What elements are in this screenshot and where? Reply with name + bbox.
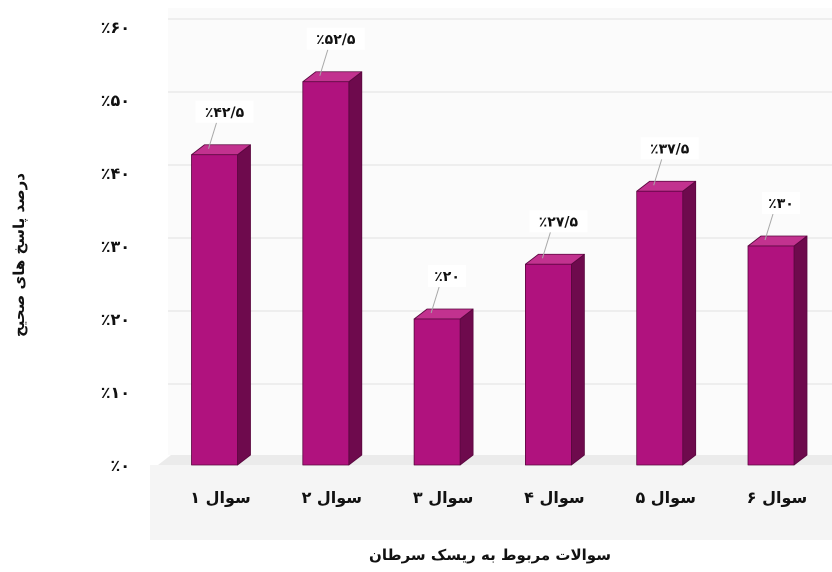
data-label-box [762,192,800,214]
bar-side [793,235,808,466]
gridlines [168,18,832,385]
x-tick-label: سوال ۲ [302,488,362,507]
x-tick-label: سوال ۵ [635,488,695,507]
bar [525,253,585,466]
plot-background [150,8,832,540]
plot-back-wall [168,8,832,455]
bar [636,180,697,466]
data-label-box [640,137,699,160]
x-tick-label: سوال ۴ [524,488,584,507]
bar [191,144,251,466]
leader-line [319,49,329,76]
plot-floor [158,455,832,465]
bar-front [302,81,350,466]
leader-line [541,232,551,259]
y-tick-label: ٪۴۰ [101,164,130,183]
bar-side [682,180,697,466]
data-label: ٪۳۷/۵ [650,141,690,157]
bar-front [747,245,795,466]
bar [413,308,474,466]
y-tick-label: ٪۵۰ [101,91,130,110]
y-axis-ticks: ٪۰ ٪۱۰ ٪۲۰ ٪۳۰ ٪۴۰ ٪۵۰ ٪۶۰ [101,18,130,475]
plot-floor-band [150,465,832,540]
y-tick-label: ٪۰ [110,456,130,475]
y-tick-label: ٪۲۰ [101,310,130,329]
data-label-box [195,100,254,123]
bar-side [348,71,363,466]
data-labels: ٪۴۲/۵ ٪۵۲/۵ ٪۲۰ ٪۲۷/۵ ٪۳۷/۵ ٪۳۰ [195,27,800,314]
y-tick-label: ٪۶۰ [101,18,130,37]
leader-line [764,213,774,241]
data-label: ٪۲۷/۵ [539,214,579,230]
data-label-box [428,265,467,287]
y-axis-title: درصد پاسخ های صحیح [10,173,29,337]
x-axis-ticks: سوال ۱ سوال ۲ سوال ۳ سوال ۴ سوال ۵ سوال ۶ [190,488,807,507]
x-tick-label: سوال ۱ [190,488,250,507]
bar-front [636,190,684,466]
leader-line [430,286,440,314]
data-label: ٪۳۰ [768,196,794,212]
data-label-box [306,27,365,50]
leader-line [208,122,217,149]
y-tick-label: ٪۱۰ [101,383,130,402]
bar [302,71,363,466]
bar-front [191,154,238,466]
bar-front [525,263,572,466]
data-label: ٪۵۲/۵ [316,32,356,48]
data-label: ٪۴۲/۵ [205,105,245,121]
y-tick-label: ٪۳۰ [101,237,130,256]
bar-side [459,308,474,466]
bar-front [413,318,461,466]
bars [191,71,808,466]
x-tick-label: سوال ۶ [747,488,807,507]
x-tick-label: سوال ۳ [413,488,473,507]
bar-side [571,253,585,466]
bar-side [237,144,251,466]
x-axis-title: سوالات مربوط به ریسک سرطان [369,546,611,564]
bar [747,235,808,466]
data-label-box [529,210,588,233]
data-label: ٪۲۰ [434,269,460,285]
leader-line [653,159,663,186]
